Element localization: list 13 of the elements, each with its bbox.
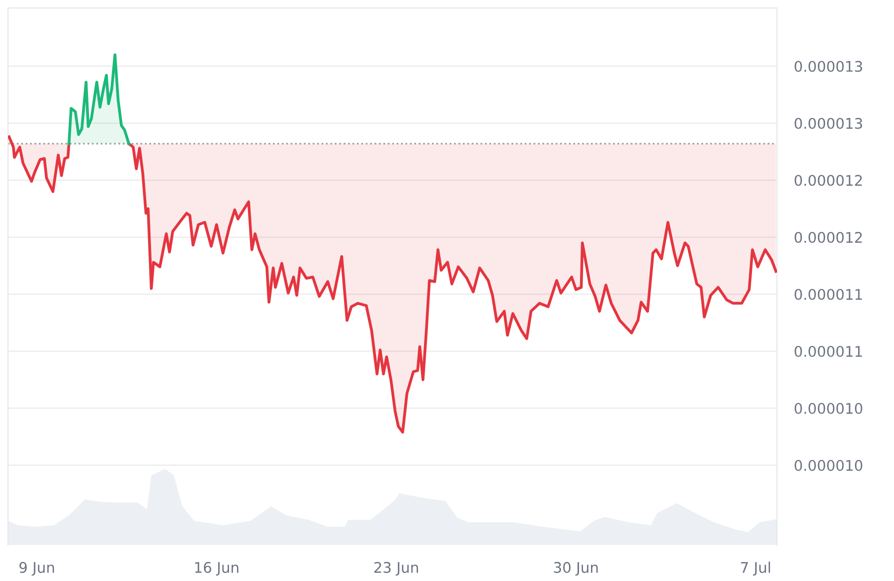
y-tick-label: 0.000012 — [794, 232, 862, 243]
y-tick-label: 0.000013 — [794, 60, 862, 72]
y-tick-label: 0.000010 — [794, 402, 862, 414]
x-tick-label: 9 Jun — [19, 562, 54, 576]
y-tick-label: 0.000011 — [794, 346, 862, 357]
y-tick-label: 0.000010 — [794, 460, 862, 471]
x-tick-label: 23 Jun — [374, 562, 418, 576]
x-tick-label: 16 Jun — [195, 562, 238, 576]
y-tick-label: 0.000012 — [794, 174, 862, 186]
x-tick-label: 7 Jul — [741, 562, 770, 576]
y-tick-label: 0.000011 — [794, 288, 862, 300]
x-tick-label: 30 Jun — [554, 562, 598, 576]
y-tick-label: 0.000013 — [794, 118, 862, 129]
